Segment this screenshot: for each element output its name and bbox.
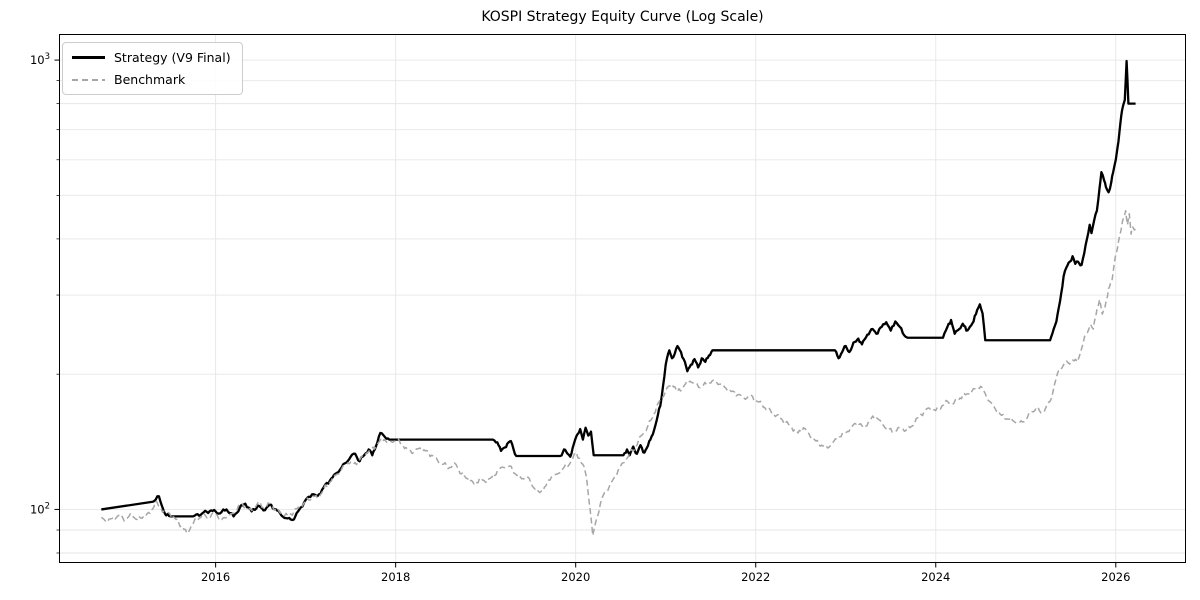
strategy-line xyxy=(101,59,1136,522)
x-tick-label: 2024 xyxy=(921,570,950,584)
x-tick-label: 2016 xyxy=(201,570,230,584)
tick-marks xyxy=(54,59,1117,568)
axis-layer: 2016 2018 2020 2022 2024 2026 102 103 xyxy=(30,34,1186,584)
legend-item-strategy: Strategy (V9 Final) xyxy=(72,50,231,65)
strategy-line-sample-icon xyxy=(72,56,105,59)
tick-labels: 2016 2018 2020 2022 2024 2026 102 103 xyxy=(30,52,1130,584)
y-tick-label: 103 xyxy=(30,52,50,67)
chart-title: KOSPI Strategy Equity Curve (Log Scale) xyxy=(481,9,764,25)
plot-border xyxy=(59,34,1186,563)
x-tick-label: 2026 xyxy=(1101,570,1130,584)
series-layer xyxy=(100,59,1136,537)
x-tick-label: 2022 xyxy=(741,570,770,584)
legend-item-benchmark: Benchmark xyxy=(72,72,231,87)
x-tick-label: 2020 xyxy=(561,570,590,584)
legend-label-benchmark: Benchmark xyxy=(114,72,186,87)
benchmark-line-sample-icon xyxy=(72,78,105,81)
legend: Strategy (V9 Final) Benchmark xyxy=(62,42,243,95)
benchmark-line xyxy=(100,210,1136,537)
y-tick-label: 102 xyxy=(30,501,50,516)
x-tick-label: 2018 xyxy=(381,570,410,584)
grid-layer xyxy=(59,34,1186,563)
legend-label-strategy: Strategy (V9 Final) xyxy=(114,50,231,65)
